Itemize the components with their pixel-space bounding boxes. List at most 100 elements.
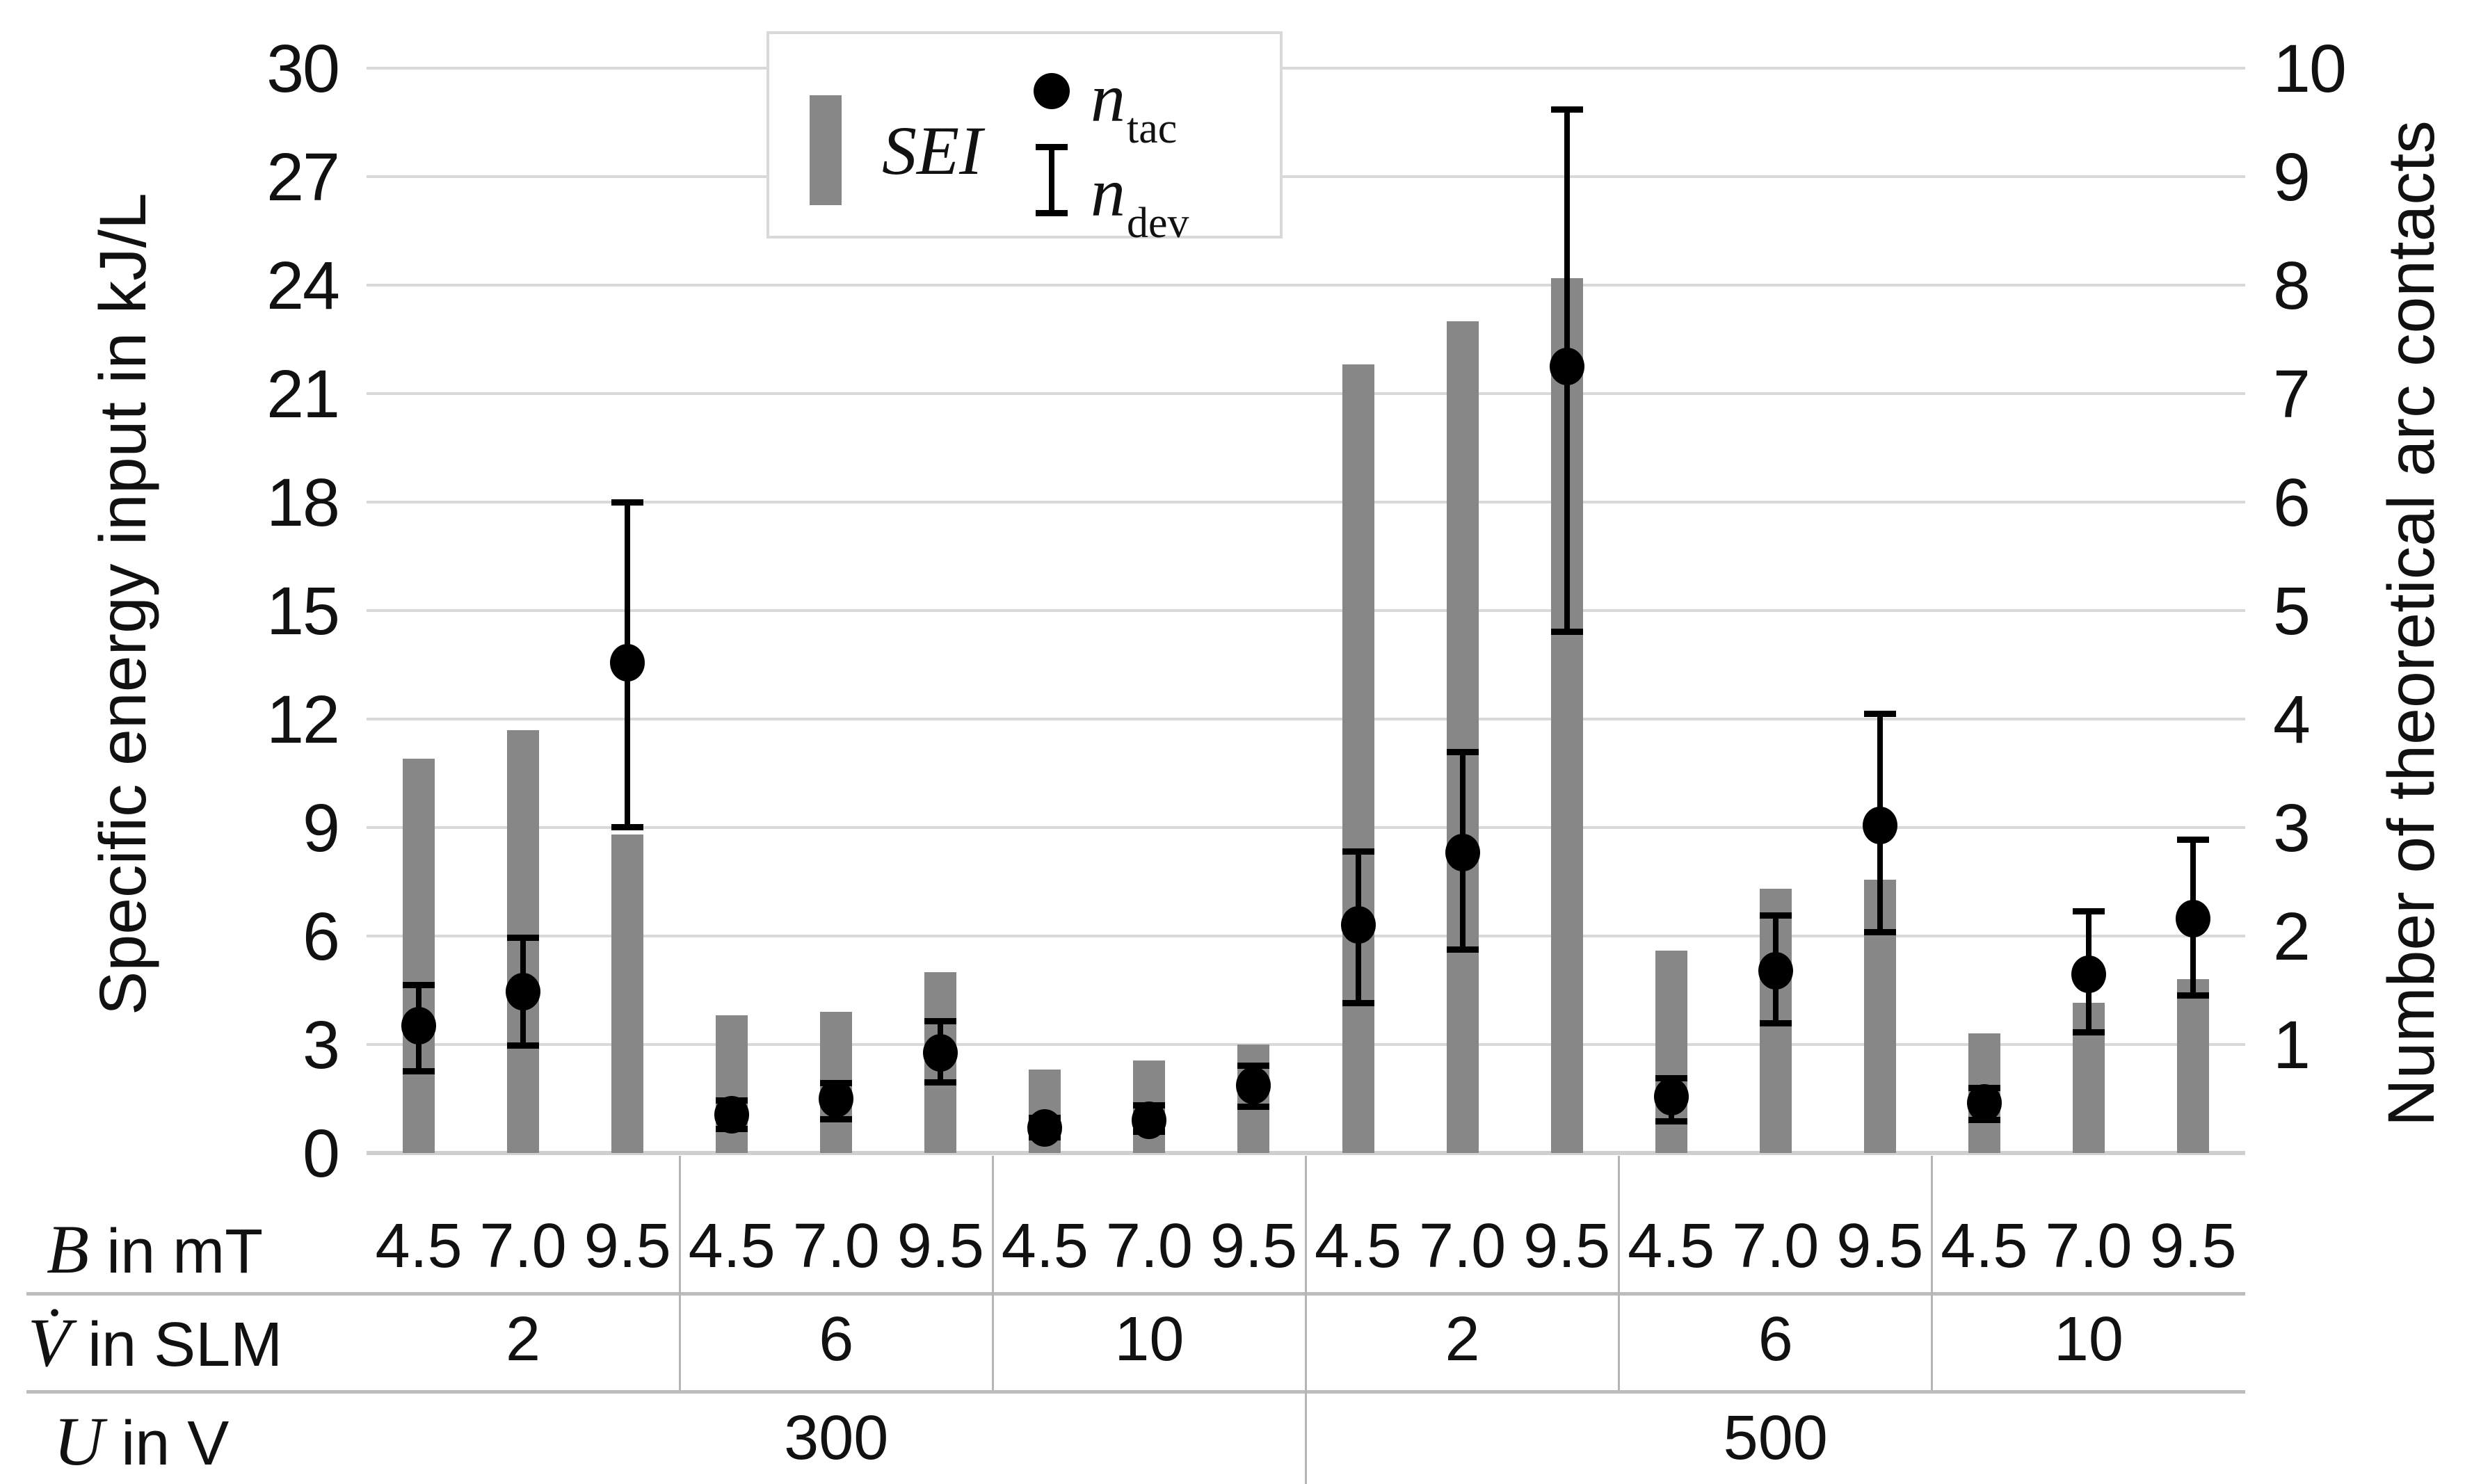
quantity-unit: in SLM <box>70 1310 283 1380</box>
gridline <box>367 935 2245 937</box>
right-axis-tick-label: 4 <box>2273 681 2311 757</box>
ndev-errorbar-cap-top-icon <box>1036 144 1068 150</box>
right-axis-tick-label: 2 <box>2273 898 2311 974</box>
ndev-errorbar-cap-top <box>2072 908 2105 915</box>
ndev-errorbar-cap-bottom-icon <box>1036 210 1068 216</box>
sei-bar-swatch-icon <box>810 95 842 205</box>
vdot-value-label: 6 <box>1758 1305 1793 1374</box>
gridline <box>367 826 2245 829</box>
left-axis-tick-label: 9 <box>303 790 340 866</box>
ndev-errorbar-cap-top <box>1446 748 1479 755</box>
quantity-symbol: U <box>54 1403 104 1480</box>
vdot-value-label: 2 <box>506 1305 541 1374</box>
right-axis-tick-label: 1 <box>2273 1007 2311 1083</box>
ndev-errorbar-cap-bottom <box>1759 1020 1792 1027</box>
ntac-marker <box>1862 806 1897 844</box>
gridline <box>367 175 2245 178</box>
b-value-label: 9.5 <box>897 1211 984 1281</box>
left-axis-tick-label: 12 <box>266 681 340 757</box>
ndev-errorbar-cap-bottom <box>1446 946 1479 953</box>
quantity-unit: in V <box>104 1409 230 1478</box>
b-value-label: 4.5 <box>1001 1211 1089 1281</box>
ntac-marker <box>1758 951 1793 990</box>
sei-bar <box>2176 979 2209 1153</box>
gridline <box>367 1043 2245 1046</box>
ntac-marker <box>506 972 541 1010</box>
table-row-label: B in mT <box>47 1215 263 1284</box>
ndev-errorbar-cap-bottom <box>1550 629 1583 636</box>
ntac-marker <box>1653 1077 1689 1115</box>
b-value-label: 4.5 <box>1628 1211 1715 1281</box>
gridline <box>367 609 2245 612</box>
ndev-errorbar-cap-bottom <box>820 1115 853 1122</box>
ndev-errorbar-cap-top <box>2176 837 2209 844</box>
ndev-errorbar-icon <box>1049 147 1054 213</box>
b-value-label: 7.0 <box>2045 1211 2133 1281</box>
b-value-label: 7.0 <box>1732 1211 1820 1281</box>
sei-bar <box>611 834 644 1153</box>
gridline <box>367 501 2245 503</box>
b-value-label: 7.0 <box>479 1211 567 1281</box>
ndev-errorbar-cap-top <box>403 982 435 989</box>
legend-label-ndev: ndev <box>1091 154 1189 247</box>
left-axis-tick-label: 24 <box>266 248 340 323</box>
left-axis-tick-label: 27 <box>266 139 340 215</box>
group-divider-line <box>678 1156 681 1390</box>
table-separator-line <box>26 1292 2245 1296</box>
left-axis-tick-label: 3 <box>303 1007 340 1083</box>
ndev-errorbar-cap-bottom <box>611 824 644 830</box>
b-value-label: 4.5 <box>688 1211 776 1281</box>
ntac-marker <box>1132 1102 1167 1140</box>
ndev-errorbar-cap-top <box>1863 711 1896 718</box>
sei-bar <box>403 759 435 1153</box>
left-axis-tick-label: 30 <box>266 31 340 106</box>
ntac-marker <box>1027 1109 1063 1147</box>
vdot-value-label: 2 <box>1445 1305 1480 1374</box>
gridline <box>367 67 2245 70</box>
legend-label-sei: SEI <box>882 112 983 189</box>
right-axis-tick-label: 9 <box>2273 139 2311 215</box>
ndev-errorbar-cap-top <box>1342 848 1374 855</box>
ntac-marker <box>1549 348 1584 385</box>
b-value-label: 4.5 <box>375 1211 463 1281</box>
b-value-label: 9.5 <box>1210 1211 1298 1281</box>
x-axis-line <box>367 1151 2245 1155</box>
b-value-label: 9.5 <box>2149 1211 2237 1281</box>
b-value-label: 4.5 <box>1941 1211 2028 1281</box>
right-axis-tick-label: 10 <box>2273 31 2347 106</box>
table-separator-line <box>26 1390 2245 1394</box>
b-value-label: 7.0 <box>1105 1211 1193 1281</box>
b-value-label: 9.5 <box>1836 1211 1924 1281</box>
b-value-label: 7.0 <box>1419 1211 1507 1281</box>
ndev-errorbar-cap-bottom <box>2072 1029 2105 1035</box>
quantity-symbol: B <box>47 1211 90 1288</box>
ndev-errorbar-cap-bottom <box>1655 1118 1687 1124</box>
ndev-errorbar-cap-bottom <box>2176 992 2209 999</box>
right-axis-tick-label: 6 <box>2273 465 2311 540</box>
ndev-errorbar-cap-top <box>1759 912 1792 919</box>
gridline <box>367 718 2245 720</box>
group-divider-line <box>1305 1156 1307 1484</box>
ntac-marker <box>819 1080 854 1118</box>
group-divider-line <box>1618 1156 1621 1390</box>
left-axis-tick-label: 15 <box>266 573 340 649</box>
vdot-value-label: 10 <box>2053 1305 2123 1374</box>
gridline <box>367 392 2245 395</box>
b-value-label: 9.5 <box>584 1211 671 1281</box>
b-value-label: 7.0 <box>792 1211 880 1281</box>
u-value-label: 300 <box>784 1403 889 1473</box>
table-row-label: U in V <box>54 1407 229 1476</box>
ndev-errorbar-cap-bottom <box>1342 999 1374 1006</box>
ndev-errorbar-cap-bottom <box>924 1079 957 1086</box>
group-divider-line <box>991 1156 994 1390</box>
vdot-value-label: 10 <box>1114 1305 1185 1374</box>
ndev-errorbar-cap-bottom <box>507 1042 540 1049</box>
left-axis-tick-label: 18 <box>266 465 340 540</box>
quantity-unit: in mT <box>89 1217 264 1287</box>
left-axis-tick-label: 6 <box>303 898 340 974</box>
ntac-marker <box>1236 1067 1271 1105</box>
ndev-errorbar-cap-top <box>1237 1062 1270 1069</box>
